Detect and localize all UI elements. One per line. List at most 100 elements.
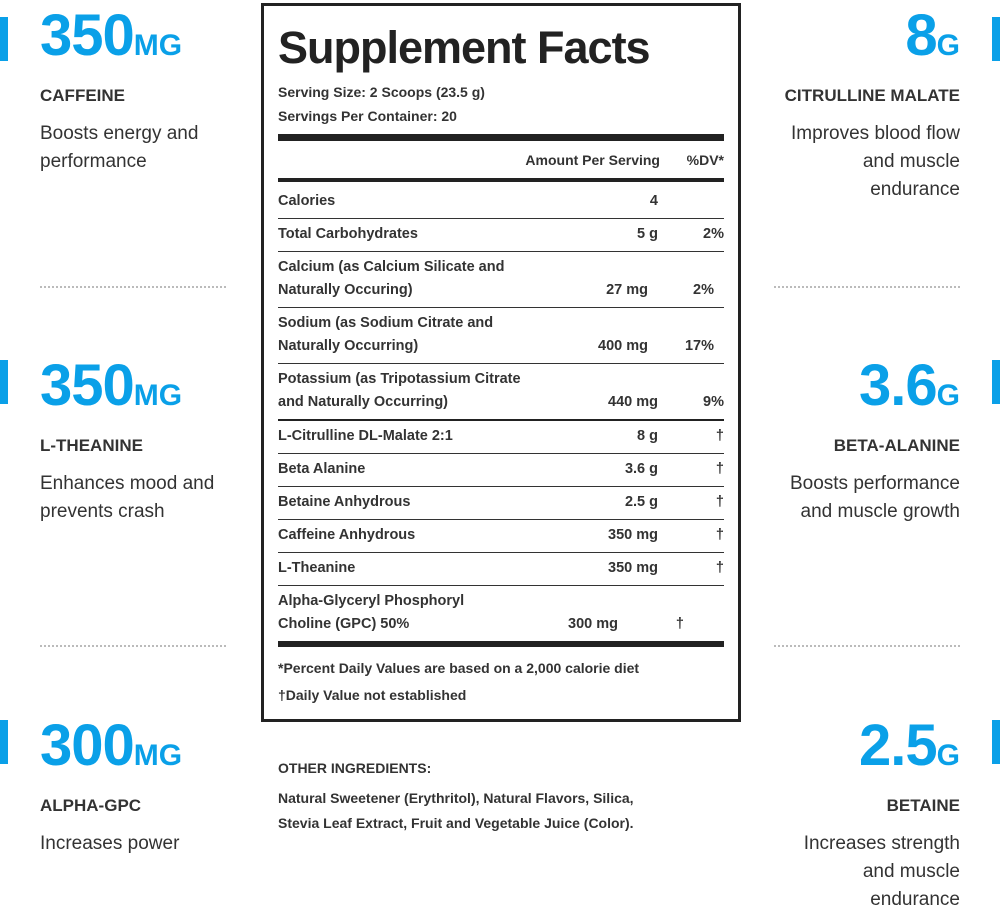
nutrient-amount: 300 mg bbox=[568, 616, 618, 632]
dose: 300MG bbox=[40, 716, 270, 786]
column-header: Amount Per Serving %DV* bbox=[278, 141, 724, 178]
dose: 3.6G bbox=[730, 356, 960, 426]
amount-header: Amount Per Serving bbox=[525, 151, 660, 168]
nutrient-amount: 8 g bbox=[637, 428, 658, 444]
accent-bar bbox=[0, 360, 8, 404]
supplement-facts-panel: Supplement Facts Serving Size: 2 Scoops … bbox=[261, 3, 741, 722]
ingredient-label: L-THEANINE bbox=[40, 436, 143, 455]
ingredient-desc: Boosts performance and muscle growth bbox=[789, 473, 960, 522]
dose-value: 3.6 bbox=[859, 353, 938, 418]
ingredient-label: CAFFEINE bbox=[40, 86, 125, 105]
dose-value: 2.5 bbox=[859, 713, 938, 778]
nutrient-dv: † bbox=[715, 461, 724, 477]
ingredient-label: BETA-ALANINE bbox=[833, 436, 960, 455]
other-ingredients-heading: OTHER INGREDIENTS: bbox=[278, 760, 432, 776]
dose: 350MG bbox=[40, 356, 270, 426]
ingredient-desc: Increases power bbox=[40, 833, 180, 854]
nutrient-dv: † bbox=[715, 560, 724, 576]
divider bbox=[774, 645, 960, 647]
table-row: L-Citrulline DL-Malate 2:1 8 g † bbox=[278, 421, 724, 454]
nutrient-amount: 4 bbox=[649, 193, 658, 209]
dose-value: 350 bbox=[40, 353, 135, 418]
ingredient-desc: Boosts energy and performance bbox=[40, 123, 199, 172]
accent-bar bbox=[0, 17, 8, 61]
ingredient-desc: Enhances mood and prevents crash bbox=[40, 473, 215, 522]
center-column: Supplement Facts Serving Size: 2 Scoops … bbox=[261, 3, 741, 836]
dose-unit: MG bbox=[133, 739, 183, 772]
divider bbox=[278, 134, 724, 141]
ingredient-highlight-l-theanine: 350MG L-THEANINE Enhances mood and preve… bbox=[40, 356, 270, 526]
nutrient-dv: 2% bbox=[703, 226, 724, 242]
dose: 8G bbox=[730, 6, 960, 76]
dose-value: 8 bbox=[905, 3, 937, 68]
table-row: Alpha-Glyceryl Phosphoryl Choline (GPC) … bbox=[278, 586, 724, 647]
nutrient-dv: † bbox=[675, 616, 684, 632]
other-ingredients: OTHER INGREDIENTS: Natural Sweetener (Er… bbox=[278, 756, 741, 836]
divider bbox=[774, 286, 960, 288]
table-row: Caffeine Anhydrous 350 mg † bbox=[278, 520, 724, 553]
dose-value: 300 bbox=[40, 713, 135, 778]
nutrient-name: Caffeine Anhydrous bbox=[278, 527, 416, 543]
footnote-dv: *Percent Daily Values are based on a 2,0… bbox=[278, 660, 640, 676]
table-row: L-Theanine 350 mg † bbox=[278, 553, 724, 586]
ingredient-highlight-alpha-gpc: 300MG ALPHA-GPC Increases power bbox=[40, 716, 270, 858]
table-row: Calories 4 bbox=[278, 182, 724, 219]
accent-bar bbox=[992, 720, 1000, 764]
nutrient-amount: 27 mg bbox=[606, 282, 648, 298]
dose-unit: MG bbox=[133, 379, 183, 412]
table-row: Beta Alanine 3.6 g † bbox=[278, 454, 724, 487]
dose-unit: G bbox=[936, 739, 960, 772]
nutrient-amount: 5 g bbox=[637, 226, 658, 242]
ingredient-label: ALPHA-GPC bbox=[40, 796, 142, 815]
nutrient-name: Potassium (as Tripotassium Citrate and N… bbox=[278, 371, 521, 410]
ingredient-label: BETAINE bbox=[886, 796, 960, 815]
nutrient-name: Alpha-Glyceryl Phosphoryl Choline (GPC) … bbox=[278, 593, 465, 632]
table-row: Total Carbohydrates 5 g 2% bbox=[278, 219, 724, 252]
nutrient-name: Calcium (as Calcium Silicate and Natural… bbox=[278, 259, 505, 298]
accent-bar bbox=[992, 17, 1000, 61]
nutrient-amount: 350 mg bbox=[608, 560, 658, 576]
facts-rows: Calories 4 Total Carbohydrates 5 g 2% Calcium… bbox=[278, 182, 724, 647]
nutrient-dv: 9% bbox=[703, 394, 724, 410]
nutrient-dv: † bbox=[715, 428, 724, 444]
ingredient-highlight-caffeine: 350MG CAFFEINE Boosts energy and perform… bbox=[40, 6, 270, 176]
nutrient-amount: 440 mg bbox=[608, 394, 658, 410]
other-ingredients-text: Stevia Leaf Extract, Fruit and Vegetable… bbox=[278, 815, 634, 831]
divider bbox=[40, 645, 226, 647]
nutrient-name: Calories bbox=[278, 193, 336, 209]
dose-unit: MG bbox=[133, 29, 183, 62]
accent-bar bbox=[992, 360, 1000, 404]
nutrient-name: Beta Alanine bbox=[278, 461, 366, 477]
table-row: Sodium (as Sodium Citrate and Naturally … bbox=[278, 308, 724, 364]
table-row: Betaine Anhydrous 2.5 g † bbox=[278, 487, 724, 520]
ingredient-highlight-citrulline: 8G CITRULLINE MALATE Improves blood flow… bbox=[730, 6, 960, 204]
divider bbox=[278, 178, 724, 182]
panel-title: Supplement Facts bbox=[278, 22, 651, 73]
nutrient-dv: 2% bbox=[693, 282, 714, 298]
table-row: Calcium (as Calcium Silicate and Natural… bbox=[278, 252, 724, 308]
accent-bar bbox=[0, 720, 8, 764]
nutrient-name: Total Carbohydrates bbox=[278, 226, 418, 242]
table-row: Potassium (as Tripotassium Citrate and N… bbox=[278, 364, 724, 421]
dose: 350MG bbox=[40, 6, 270, 76]
ingredient-desc: Improves blood flow and muscle endurance bbox=[791, 123, 960, 200]
nutrient-amount: 2.5 g bbox=[624, 494, 658, 510]
nutrient-amount: 3.6 g bbox=[624, 461, 658, 477]
dose-unit: G bbox=[936, 379, 960, 412]
ingredient-highlight-beta-alanine: 3.6G BETA-ALANINE Boosts performance and… bbox=[730, 356, 960, 526]
nutrient-name: L-Theanine bbox=[278, 560, 356, 576]
nutrient-amount: 400 mg bbox=[598, 338, 648, 354]
divider bbox=[40, 286, 226, 288]
dose-unit: G bbox=[936, 29, 960, 62]
ingredient-desc: Increases strength and muscle endurance bbox=[803, 833, 960, 910]
other-ingredients-text: Natural Sweetener (Erythritol), Natural … bbox=[278, 790, 634, 806]
dose-value: 350 bbox=[40, 3, 135, 68]
footnote-dagger: †Daily Value not established bbox=[278, 687, 467, 703]
ingredient-highlight-betaine: 2.5G BETAINE Increases strength and musc… bbox=[730, 716, 960, 914]
nutrient-amount: 350 mg bbox=[608, 527, 658, 543]
nutrient-dv: † bbox=[715, 494, 724, 510]
nutrient-dv: † bbox=[715, 527, 724, 543]
serving-size: Serving Size: 2 Scoops (23.5 g) bbox=[278, 84, 485, 100]
nutrient-name: Sodium (as Sodium Citrate and Naturally … bbox=[278, 315, 494, 354]
dv-header: %DV* bbox=[686, 151, 724, 168]
